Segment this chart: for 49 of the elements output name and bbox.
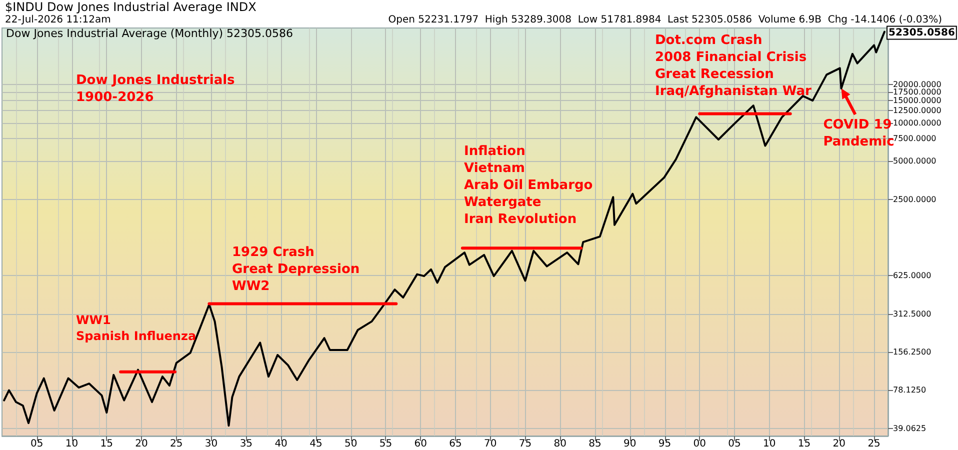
y-tick-label: 625.0000 <box>893 271 932 280</box>
y-tick-label: 15000.0000 <box>893 96 942 106</box>
x-tick-label: 35 <box>240 438 253 450</box>
x-tick-label: 70 <box>484 438 497 450</box>
x-tick-label: 45 <box>310 438 322 450</box>
x-tick-label: 25 <box>170 438 183 450</box>
x-tick-label: 65 <box>449 438 462 450</box>
y-tick-label: 78.1250 <box>893 386 926 395</box>
annotation: Dot.com Crash 2008 Financial Crisis Great Recession Iraq/Afghanistan War <box>655 33 812 99</box>
annotation: Dow Jones Industrial Average (Monthly) 52305.0586 <box>6 27 293 40</box>
x-tick-label: 85 <box>588 438 602 450</box>
x-tick-label: 15 <box>100 438 114 450</box>
x-tick-label: 95 <box>658 438 672 450</box>
y-tick-label: 20000.0000 <box>893 80 942 90</box>
y-tick-label: 5000.0000 <box>893 156 936 166</box>
annotation: Dow Jones Industrials 1900-2026 <box>76 73 236 105</box>
x-tick-label: 10 <box>763 438 776 450</box>
annotation: Inflation Vietnam Arab Oil Embargo Watergate Iran Revolution <box>464 144 593 227</box>
y-tick-label: 39.0625 <box>893 424 926 433</box>
annotation: WW1 Spanish Influenza <box>76 313 196 343</box>
x-tick-label: 90 <box>624 438 636 450</box>
y-tick-label: 156.2500 <box>893 347 932 356</box>
chart-subtitle: 22-Jul-2026 11:12am <box>5 14 111 26</box>
x-tick-label: 15 <box>798 438 811 450</box>
text: Open 52231.1797 High 53289.3008 Low 51781.8984 Last 52305.0586 Volume 6.9B Chg -14.1406 (-0.03%) <box>388 14 942 26</box>
x-tick-label: 05 <box>728 438 741 450</box>
x-tick-label: 10 <box>65 438 78 450</box>
annotation: 1929 Crash Great Depression WW2 <box>232 245 360 294</box>
annotation: COVID 19 Pandemic <box>823 117 894 150</box>
y-tick-label: 7500.0000 <box>893 134 936 144</box>
y-tick-label: 10000.0000 <box>893 118 942 128</box>
y-tick-label: 312.5000 <box>893 309 932 318</box>
x-tick-label: 80 <box>554 438 566 450</box>
x-tick-label: 05 <box>30 438 44 450</box>
x-tick-label: 30 <box>204 438 218 450</box>
x-tick-label: 60 <box>414 438 427 450</box>
annotation: 52305.0586 <box>888 27 955 38</box>
y-tick-label: 2500.0000 <box>893 194 936 204</box>
x-tick-label: 55 <box>379 438 392 450</box>
x-tick-label: 75 <box>518 438 532 450</box>
x-tick-label: 20 <box>832 438 846 450</box>
chart-title: $INDU Dow Jones Industrial Average INDX <box>5 0 256 14</box>
x-tick-label: 20 <box>135 438 148 450</box>
x-tick-label: 50 <box>344 438 358 450</box>
y-tick-label: 17500.0000 <box>893 88 942 97</box>
x-tick-label: 25 <box>868 438 880 450</box>
x-tick-label: 40 <box>274 438 288 450</box>
y-tick-label: 12500.0000 <box>893 106 942 116</box>
x-tick-label: 00 <box>693 438 706 450</box>
